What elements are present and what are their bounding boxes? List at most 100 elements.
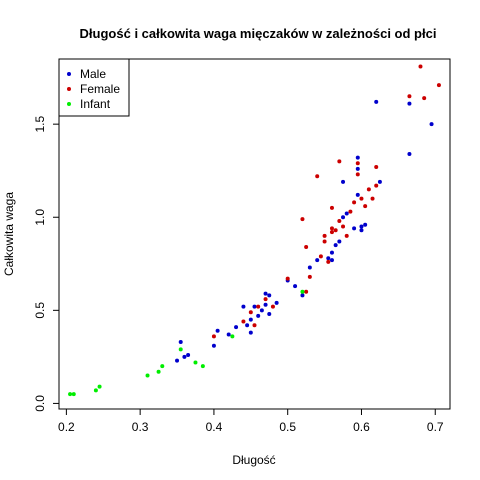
point-female xyxy=(241,319,246,324)
point-infant xyxy=(145,373,150,378)
legend-label-male: Male xyxy=(80,67,106,81)
point-female xyxy=(422,96,427,101)
point-male xyxy=(274,300,279,305)
point-infant xyxy=(97,384,102,389)
point-female xyxy=(300,217,305,222)
legend-box xyxy=(58,58,130,117)
point-female xyxy=(359,196,364,201)
point-female xyxy=(355,172,360,177)
y-tick-label: 0.0 xyxy=(33,395,47,412)
data-points xyxy=(68,64,441,397)
point-female xyxy=(341,224,346,229)
point-male xyxy=(315,258,320,263)
point-female xyxy=(322,233,327,238)
point-male xyxy=(215,328,220,333)
point-female xyxy=(248,310,253,315)
point-female xyxy=(326,259,331,264)
legend-marker-infant xyxy=(67,102,71,106)
x-axis: 0.2 0.3 0.4 0.5 0.6 0.7 xyxy=(58,409,444,434)
point-female xyxy=(333,228,338,233)
point-male xyxy=(300,293,305,298)
point-male xyxy=(186,353,191,358)
x-tick-label: 0.7 xyxy=(427,420,444,434)
point-male xyxy=(263,291,268,296)
point-male xyxy=(178,339,183,344)
point-male xyxy=(293,284,298,289)
point-male xyxy=(377,179,382,184)
point-male xyxy=(407,101,412,106)
x-tick-label: 0.2 xyxy=(58,420,75,434)
point-male xyxy=(175,358,180,363)
point-male xyxy=(326,256,331,261)
point-male xyxy=(259,308,264,313)
legend-marker-male xyxy=(67,72,71,76)
point-male xyxy=(263,302,268,307)
point-female xyxy=(436,83,441,88)
point-male xyxy=(248,330,253,335)
point-infant xyxy=(93,388,98,393)
legend-label-infant: Infant xyxy=(80,97,111,111)
x-tick-label: 0.3 xyxy=(132,420,149,434)
point-male xyxy=(252,304,257,309)
point-infant xyxy=(71,392,76,397)
point-male xyxy=(182,354,187,359)
point-male xyxy=(245,323,250,328)
point-male xyxy=(355,192,360,197)
point-female xyxy=(329,230,334,235)
point-male xyxy=(267,293,272,298)
point-female xyxy=(211,334,216,339)
point-male xyxy=(344,211,349,216)
point-female xyxy=(418,64,423,69)
point-female xyxy=(329,205,334,210)
point-male xyxy=(407,151,412,156)
point-infant xyxy=(178,347,183,352)
y-axis-label: Całkowita waga xyxy=(2,192,16,276)
point-infant xyxy=(68,392,73,397)
point-infant xyxy=(200,364,205,369)
point-female xyxy=(344,233,349,238)
point-female xyxy=(304,245,309,250)
point-male xyxy=(374,99,379,104)
point-female xyxy=(252,323,257,328)
point-male xyxy=(329,258,334,263)
point-male xyxy=(241,304,246,309)
point-female xyxy=(348,209,353,214)
point-male xyxy=(234,325,239,330)
point-male xyxy=(267,312,272,317)
point-male xyxy=(359,224,364,229)
point-female xyxy=(366,187,371,192)
point-male xyxy=(256,313,261,318)
point-male xyxy=(341,179,346,184)
point-female xyxy=(352,200,357,205)
x-tick-label: 0.5 xyxy=(279,420,296,434)
point-female xyxy=(315,174,320,179)
point-female xyxy=(270,304,275,309)
x-tick-label: 0.6 xyxy=(353,420,370,434)
x-axis-label: Długość xyxy=(232,453,275,467)
point-male xyxy=(355,166,360,171)
point-male xyxy=(248,317,253,322)
point-infant xyxy=(300,289,305,294)
point-female xyxy=(374,183,379,188)
y-axis: 0.0 0.5 1.0 1.5 xyxy=(33,115,59,412)
point-female xyxy=(256,304,261,309)
point-male xyxy=(211,343,216,348)
point-female xyxy=(374,164,379,169)
point-female xyxy=(370,196,375,201)
point-infant xyxy=(160,364,165,369)
point-female xyxy=(318,254,323,259)
point-male xyxy=(363,222,368,227)
point-male xyxy=(352,226,357,231)
point-female xyxy=(337,159,342,164)
point-male xyxy=(337,239,342,244)
y-tick-label: 0.5 xyxy=(33,302,47,319)
point-female xyxy=(363,204,368,209)
y-tick-label: 1.5 xyxy=(33,115,47,132)
point-infant xyxy=(193,360,198,365)
point-female xyxy=(307,274,312,279)
point-female xyxy=(337,218,342,223)
legend-label-female: Female xyxy=(80,82,120,96)
legend-marker-female xyxy=(67,87,71,91)
point-male xyxy=(307,265,312,270)
